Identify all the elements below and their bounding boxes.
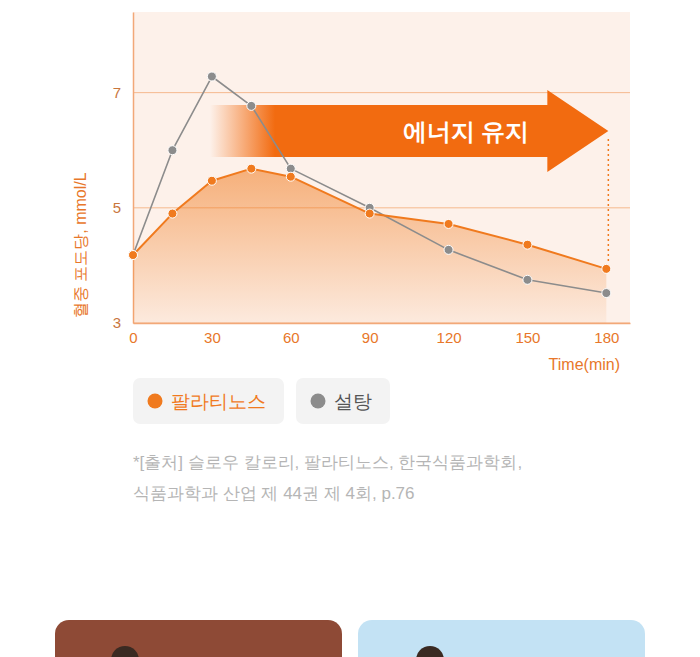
point — [286, 172, 295, 181]
point — [129, 251, 138, 260]
y-tick-label: 7 — [113, 84, 121, 101]
point — [168, 146, 177, 155]
legend-pill — [296, 378, 390, 424]
markers — [129, 72, 611, 298]
x-tick: 120 — [437, 323, 462, 346]
plot-background — [133, 12, 630, 323]
series-line — [133, 169, 606, 269]
point — [602, 289, 611, 298]
lines — [133, 77, 606, 294]
legend-item: 설탕 — [296, 378, 390, 424]
legend-item: 팔라티노스 — [133, 378, 284, 424]
legend: 팔라티노스 설탕 — [133, 378, 390, 424]
x-tick: 0 — [129, 323, 137, 346]
y-tick: 5 — [113, 199, 133, 216]
legend-label: 팔라티노스 — [171, 391, 266, 412]
point — [207, 72, 216, 81]
point — [129, 251, 138, 260]
legend-swatch — [148, 394, 163, 409]
annotation-leader — [608, 139, 610, 263]
x-tick: 90 — [362, 323, 379, 346]
legend-swatch — [311, 394, 326, 409]
legend-label: 설탕 — [334, 391, 372, 412]
annotation-text: 에너지 유지 — [403, 118, 530, 145]
point — [168, 209, 177, 218]
x-tick-label: 150 — [515, 329, 540, 346]
x-tick-label: 60 — [283, 329, 300, 346]
x-tick-label: 180 — [594, 329, 619, 346]
point — [207, 176, 216, 185]
x-tick: 150 — [515, 323, 540, 346]
photo-detail — [111, 646, 139, 657]
y-tick-label: 5 — [113, 199, 121, 216]
photo-detail — [416, 646, 444, 657]
point — [523, 240, 532, 249]
areas — [133, 169, 606, 323]
point — [365, 209, 374, 218]
y-tick: 3 — [113, 314, 133, 331]
x-axis-title: Time(min) — [549, 356, 620, 373]
grid-line — [133, 92, 630, 93]
source-text: *[출처] 슬로우 칼로리, 팔라티노스, 한국식품과학회, — [133, 453, 522, 472]
point — [523, 275, 532, 284]
point — [444, 245, 453, 254]
x-tick: 60 — [283, 323, 300, 346]
chart: 0 30 60 90 120 150 180 3 5 7 에너지 유지혈중 포도당, mmol/L T… — [0, 0, 700, 657]
y-tick-label: 3 — [113, 314, 121, 331]
x-tick-label: 0 — [129, 329, 137, 346]
y-tick: 7 — [113, 84, 133, 101]
series-line — [133, 77, 606, 294]
x-axis: 0 30 60 90 120 150 180 — [129, 323, 630, 346]
point — [602, 264, 611, 273]
point — [247, 164, 256, 173]
x-tick-label: 30 — [204, 329, 221, 346]
x-tick-label: 90 — [362, 329, 379, 346]
y-axis-title: 혈중 포도당, mmol/L — [72, 172, 89, 318]
point — [444, 219, 453, 228]
x-tick: 180 — [594, 323, 619, 346]
photo-panel — [55, 620, 342, 657]
point — [247, 101, 256, 110]
x-tick-label: 120 — [437, 329, 462, 346]
photo-panel — [358, 620, 645, 657]
y-axis: 3 5 7 — [113, 13, 134, 332]
source-text: 식품과학과 산업 제 44권 제 4회, p.76 — [133, 484, 415, 503]
x-tick: 30 — [204, 323, 221, 346]
area — [133, 169, 606, 323]
legend-pill — [133, 378, 284, 424]
annotation-arrow — [210, 90, 608, 172]
